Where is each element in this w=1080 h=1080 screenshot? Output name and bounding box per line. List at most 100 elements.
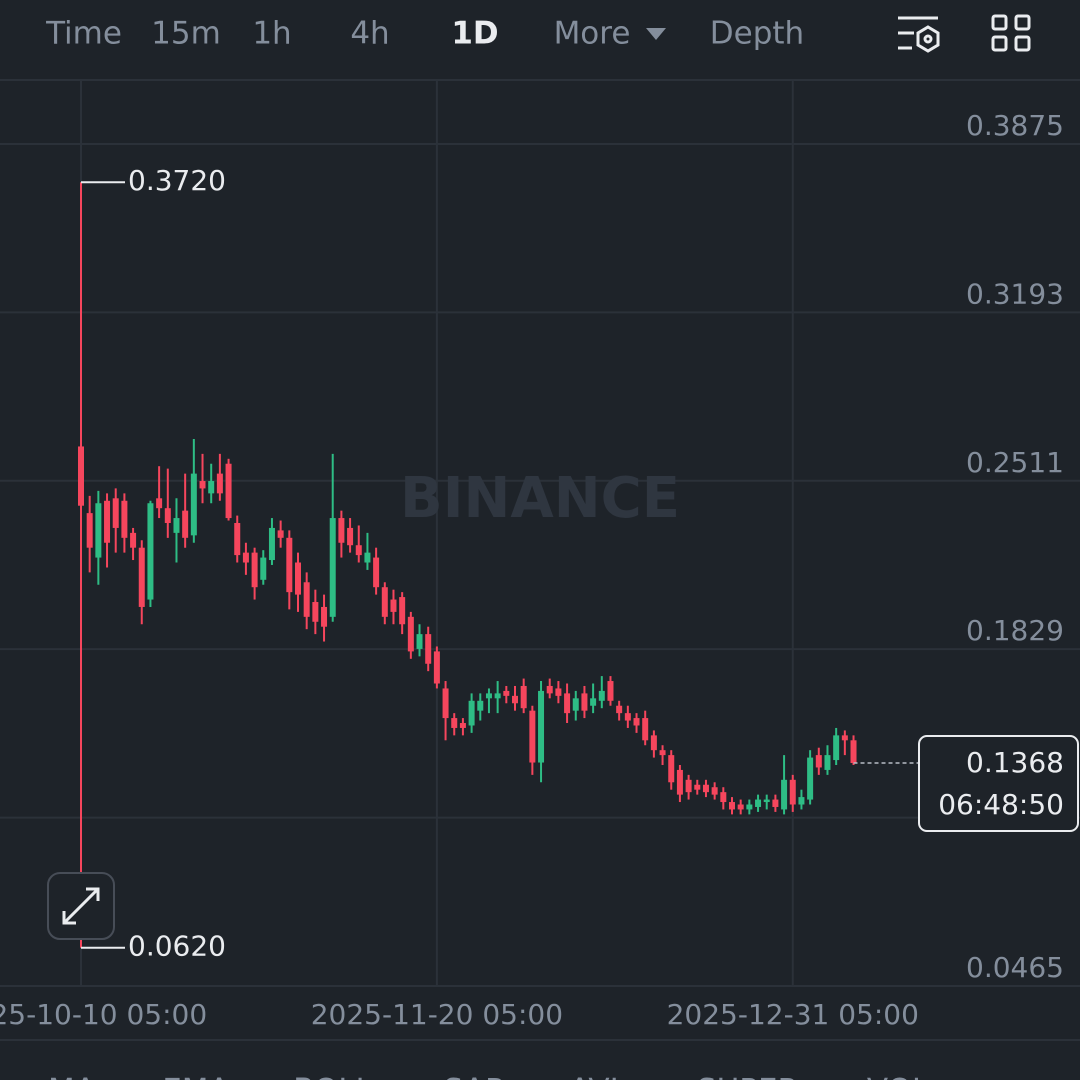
candle-body — [399, 597, 406, 625]
y-tick-label: 0.0465 — [966, 951, 1064, 984]
candle-body — [772, 799, 779, 807]
tab[interactable]: Depth — [710, 16, 804, 52]
candle-body — [251, 552, 258, 588]
candle-body — [164, 508, 171, 523]
tab[interactable]: 1D — [451, 16, 498, 52]
candle-body — [286, 537, 293, 593]
dropdown-arrow[interactable] — [646, 28, 666, 40]
candle-body — [494, 693, 501, 699]
indicator-tab[interactable]: SAR — [444, 1073, 507, 1080]
candle-body — [581, 693, 588, 711]
y-tick-label: 0.3875 — [966, 109, 1064, 142]
candle-body — [685, 779, 692, 793]
candle-body — [737, 804, 744, 810]
candle-body — [607, 681, 614, 701]
candle-body — [789, 779, 796, 805]
tab[interactable]: Time — [45, 16, 122, 52]
candle-body — [616, 705, 623, 714]
candle-body — [815, 755, 822, 768]
candle-body — [729, 802, 735, 810]
last-price-box — [918, 735, 1079, 833]
last-price-label: 0.1368 — [966, 746, 1064, 779]
candle-body — [86, 513, 93, 548]
tab[interactable]: 15m — [151, 16, 221, 52]
indicator-bar: MA EMA BOLL SAR AVL SUPER VOL — [48, 1073, 930, 1080]
candle-body — [833, 735, 840, 761]
candle-body — [624, 713, 631, 721]
layout-icon[interactable] — [991, 14, 1031, 52]
indicator-tab[interactable]: VOL — [867, 1073, 930, 1080]
candle-body — [503, 690, 510, 696]
candle-body — [711, 787, 718, 795]
candle-body — [425, 634, 432, 664]
candle-body — [347, 527, 354, 546]
candle-body — [746, 804, 753, 810]
candle-body — [260, 557, 267, 580]
candle-body — [702, 784, 709, 793]
extreme-label: 0.0620 — [128, 930, 226, 963]
candle-body — [598, 690, 605, 701]
candle-body — [668, 755, 675, 783]
expand-button[interactable] — [47, 872, 115, 940]
tab[interactable]: 4h — [350, 16, 389, 52]
candle-body — [338, 518, 345, 543]
indicator-tab[interactable]: MA — [48, 1073, 96, 1080]
candle-body — [538, 690, 545, 763]
candle-body — [295, 562, 301, 595]
candle-body — [520, 685, 527, 709]
candle-body — [468, 700, 475, 726]
candle-body — [763, 799, 770, 803]
candle-body — [459, 723, 466, 728]
candle-body — [225, 463, 232, 519]
toolbar: Time 15m 1h 4h 1D More Depth — [45, 16, 804, 52]
watermark: BINANCE — [400, 466, 680, 531]
tab[interactable]: More — [554, 16, 631, 52]
candle-body — [277, 530, 284, 538]
candle-body — [104, 500, 111, 543]
indicator-tab[interactable]: SUPER — [697, 1073, 799, 1080]
candle-body — [676, 769, 683, 795]
candle-body — [512, 695, 518, 704]
candle-body — [407, 616, 414, 652]
candle-body — [807, 757, 814, 800]
candle-body — [208, 481, 215, 494]
candle-body — [850, 740, 857, 764]
candle-body — [355, 545, 362, 556]
candle-body — [572, 698, 579, 711]
candle-body — [416, 634, 423, 649]
indicator-tab[interactable]: AVL — [569, 1073, 627, 1080]
candle-body — [755, 799, 762, 807]
candle-body — [590, 698, 597, 706]
candle-body — [130, 532, 137, 548]
candle-body — [138, 547, 145, 607]
candle-body — [477, 700, 484, 711]
y-tick-label: 0.1829 — [966, 614, 1064, 647]
candle-body — [390, 599, 397, 612]
indicator-tab[interactable]: EMA — [162, 1073, 230, 1080]
plot-area: 0.38750.31930.25110.18290.11470.04652025… — [0, 80, 1080, 1031]
candle-body — [216, 473, 223, 494]
candle-body — [824, 755, 831, 770]
candle-body — [841, 735, 848, 741]
indicator-tab[interactable]: BOLL — [293, 1073, 373, 1080]
candle-body — [642, 718, 649, 741]
candle-body — [173, 518, 180, 533]
candle-body — [373, 557, 380, 588]
countdown: 06:48:50 — [938, 788, 1064, 821]
tab[interactable]: 1h — [252, 16, 291, 52]
candle-body — [190, 473, 197, 536]
candle-body — [364, 552, 371, 563]
settings-icon[interactable] — [898, 16, 940, 53]
candle-body — [112, 498, 119, 528]
candle-body — [720, 792, 727, 803]
candle-body — [451, 718, 458, 728]
candle-body — [798, 797, 805, 805]
candle-body — [694, 784, 701, 790]
candle-body — [303, 582, 310, 617]
y-tick-label: 0.2511 — [966, 446, 1064, 479]
candle-body — [650, 735, 657, 751]
candle-body — [121, 500, 128, 538]
